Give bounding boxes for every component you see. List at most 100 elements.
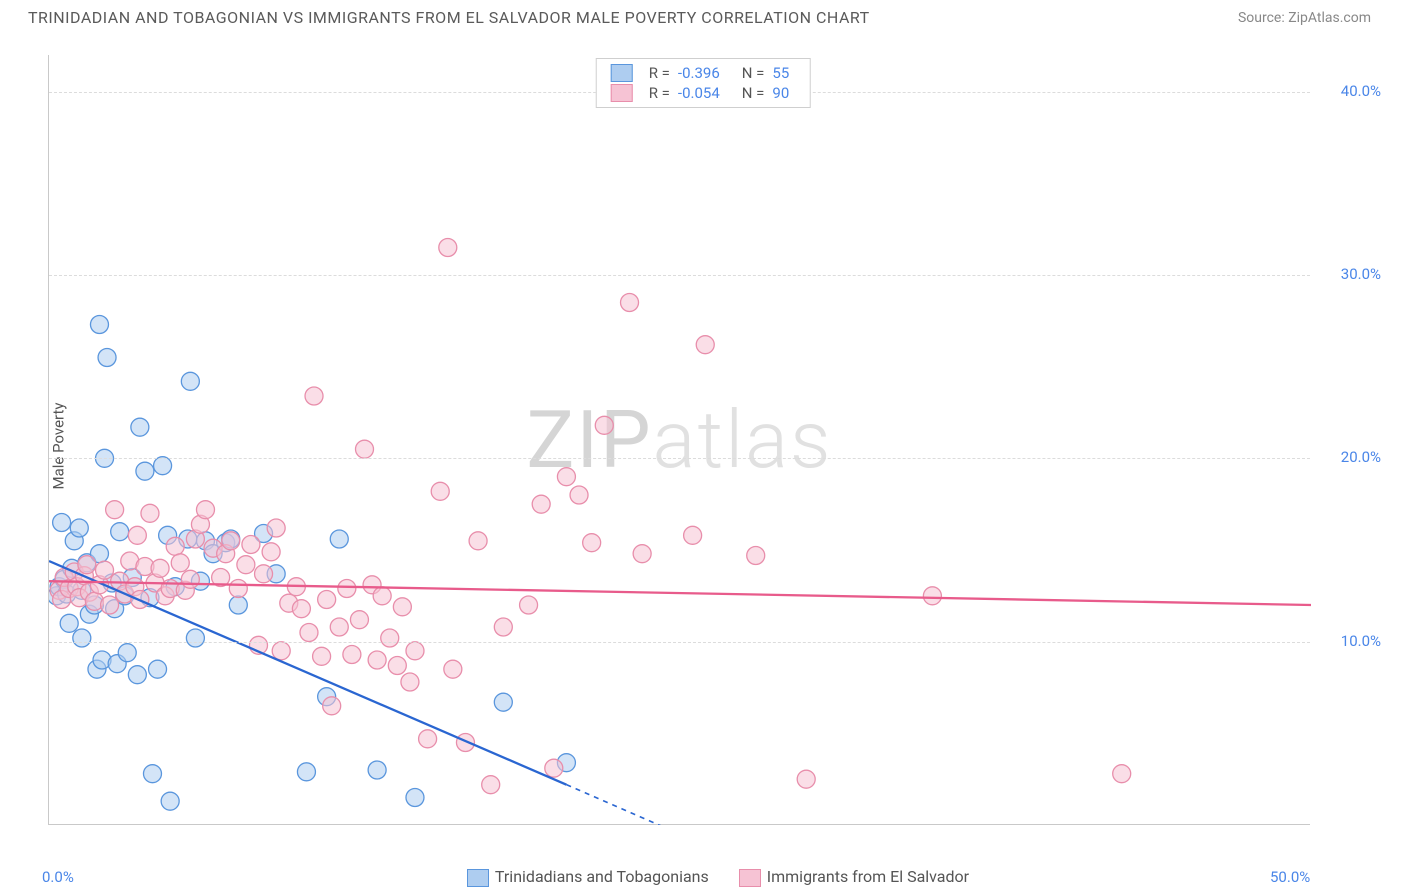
legend-swatch <box>467 869 489 887</box>
scatter-point <box>181 372 199 390</box>
scatter-point <box>356 440 374 458</box>
scatter-point <box>545 759 563 777</box>
scatter-point <box>368 761 386 779</box>
scatter-point <box>313 647 331 665</box>
scatter-point <box>161 792 179 810</box>
scatter-point <box>494 618 512 636</box>
scatter-point <box>300 624 318 642</box>
x-tick-0: 0.0% <box>42 868 74 886</box>
scatter-point <box>318 591 336 609</box>
scatter-point <box>98 349 116 367</box>
scatter-point <box>747 547 765 565</box>
scatter-point <box>262 543 280 561</box>
scatter-point <box>141 504 159 522</box>
y-tick-label: 10.0% <box>1341 632 1381 650</box>
scatter-point <box>350 611 368 629</box>
scatter-point <box>272 642 290 660</box>
scatter-point <box>196 501 214 519</box>
scatter-point <box>368 651 386 669</box>
scatter-point <box>229 596 247 614</box>
scatter-point <box>401 673 419 691</box>
legend-stat-row: R = -0.054 N = 90 <box>611 83 796 103</box>
scatter-point <box>111 523 129 541</box>
stat-n-value: 55 <box>772 64 789 82</box>
scatter-point <box>393 598 411 616</box>
series-legend: Trinidadians and TobagoniansImmigrants f… <box>0 867 1406 887</box>
scatter-point <box>292 600 310 618</box>
scatter-point <box>255 565 273 583</box>
scatter-point <box>330 618 348 636</box>
scatter-point <box>267 519 285 537</box>
scatter-point <box>70 519 88 537</box>
scatter-point <box>78 556 96 574</box>
chart-source: Source: ZipAtlas.com <box>1238 10 1371 26</box>
scatter-point <box>444 660 462 678</box>
scatter-point <box>323 697 341 715</box>
scatter-point <box>151 559 169 577</box>
y-tick-label: 30.0% <box>1341 265 1381 283</box>
scatter-svg <box>49 55 1311 825</box>
x-tick-50: 50.0% <box>1270 868 1310 886</box>
chart-header: TRINIDADIAN AND TOBAGONIAN VS IMMIGRANTS… <box>0 0 1406 31</box>
scatter-point <box>923 587 941 605</box>
scatter-point <box>53 514 71 532</box>
legend-swatch <box>611 64 633 82</box>
scatter-point <box>229 580 247 598</box>
scatter-point <box>143 765 161 783</box>
stat-n-value: 90 <box>772 84 789 102</box>
stat-r-value: -0.396 <box>678 64 720 82</box>
scatter-point <box>520 596 538 614</box>
y-tick-label: 20.0% <box>1341 448 1381 466</box>
scatter-point <box>381 629 399 647</box>
legend-stat-row: R = -0.396 N = 55 <box>611 63 796 83</box>
scatter-point <box>305 387 323 405</box>
scatter-point <box>373 587 391 605</box>
legend-swatch <box>739 869 761 887</box>
regression-line-extrapolated <box>566 785 680 825</box>
correlation-legend: R = -0.396 N = 55 R = -0.054 N = 90 <box>596 58 811 108</box>
scatter-point <box>532 495 550 513</box>
scatter-point <box>419 730 437 748</box>
scatter-point <box>237 556 255 574</box>
scatter-point <box>583 534 601 552</box>
scatter-point <box>469 532 487 550</box>
scatter-point <box>406 789 424 807</box>
scatter-point <box>106 501 124 519</box>
scatter-point <box>90 316 108 334</box>
scatter-point <box>149 660 167 678</box>
scatter-point <box>621 294 639 312</box>
gridline <box>49 458 1310 459</box>
chart-title: TRINIDADIAN AND TOBAGONIAN VS IMMIGRANTS… <box>28 8 870 27</box>
scatter-point <box>73 629 91 647</box>
scatter-point <box>330 530 348 548</box>
scatter-point <box>166 537 184 555</box>
y-tick-label: 40.0% <box>1341 82 1381 100</box>
scatter-point <box>570 486 588 504</box>
scatter-point <box>242 536 260 554</box>
stat-n-label: N = <box>742 84 765 102</box>
scatter-point <box>154 457 172 475</box>
scatter-point <box>131 418 149 436</box>
scatter-point <box>338 580 356 598</box>
scatter-point <box>128 526 146 544</box>
gridline <box>49 275 1310 276</box>
scatter-point <box>797 770 815 788</box>
scatter-point <box>60 614 78 632</box>
scatter-point <box>684 526 702 544</box>
scatter-point <box>431 482 449 500</box>
scatter-point <box>343 646 361 664</box>
stat-r-label: R = <box>649 84 670 102</box>
gridline <box>49 642 1310 643</box>
scatter-point <box>222 532 240 550</box>
scatter-point <box>1113 765 1131 783</box>
scatter-point <box>406 642 424 660</box>
scatter-point <box>128 666 146 684</box>
scatter-point <box>101 596 119 614</box>
legend-swatch <box>611 84 633 102</box>
regression-line <box>49 561 566 785</box>
scatter-point <box>494 693 512 711</box>
stat-r-label: R = <box>649 64 670 82</box>
scatter-point <box>96 561 114 579</box>
scatter-point <box>118 644 136 662</box>
scatter-point <box>297 763 315 781</box>
